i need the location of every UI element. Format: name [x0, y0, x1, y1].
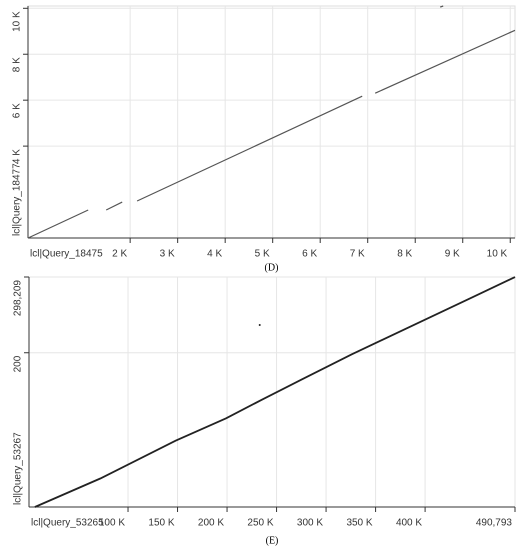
- x-tick-label: 2 K: [112, 249, 127, 260]
- x-tick-label: 150 K: [148, 518, 174, 529]
- x-tick-label: 400 K: [396, 518, 422, 529]
- plot-area: [27, 5, 516, 239]
- x-tick-label: 300 K: [297, 518, 323, 529]
- x-tick-label: 4 K: [207, 249, 222, 260]
- y-tick-label: 8 K: [12, 57, 23, 72]
- x-tick-label: 9 K: [445, 249, 460, 260]
- line: [34, 276, 516, 508]
- line: [27, 5, 516, 239]
- x-tick-label: 250 K: [247, 518, 273, 529]
- x-tick-label: 5 K: [255, 249, 270, 260]
- caption: (D): [265, 262, 279, 273]
- y-tick-label: 10 K: [12, 11, 23, 32]
- x-tick-label: 8 K: [397, 249, 412, 260]
- y-axis-label: lcl|Query_53267: [13, 432, 24, 505]
- y-tick-label: 6 K: [12, 103, 23, 118]
- x-tick-label: 350 K: [346, 518, 372, 529]
- y-tick-label: 4 K: [12, 149, 23, 164]
- x-tick-label: 3 K: [160, 249, 175, 260]
- x-axis-label: lcl|Query_18475: [30, 249, 103, 260]
- x-tick-label: 6 K: [302, 249, 317, 260]
- x-tick-label: 200 K: [198, 518, 224, 529]
- y-tick-label: 298,209: [13, 280, 24, 317]
- y-axis-label: lcl|Query_18477: [12, 163, 23, 236]
- x-axis-label: lcl|Query_53265: [31, 518, 104, 529]
- caption: (E): [266, 535, 279, 546]
- dot: [258, 323, 261, 326]
- x-tick-label: 10 K: [487, 249, 508, 260]
- x-tick-label: 100 K: [99, 518, 125, 529]
- x-tick-label: 490,793: [476, 518, 513, 529]
- x-tick-label: 7 K: [350, 249, 365, 260]
- y-tick-label: 200: [13, 355, 24, 372]
